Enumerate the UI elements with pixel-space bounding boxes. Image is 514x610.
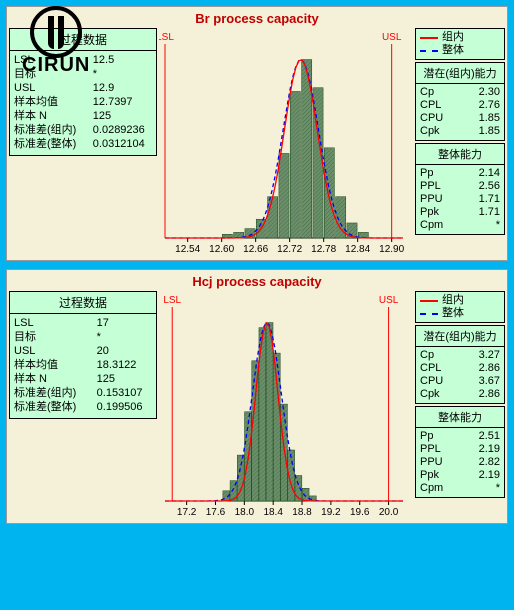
stat-row: CPL2.86 bbox=[416, 362, 504, 375]
svg-text:12.60: 12.60 bbox=[209, 244, 234, 255]
svg-text:LSL: LSL bbox=[163, 295, 181, 306]
stat-box-header: 整体能力 bbox=[416, 146, 504, 162]
stat-row: PPU1.71 bbox=[416, 193, 504, 206]
svg-text:12.54: 12.54 bbox=[175, 244, 200, 255]
process-data-row: 样本 N125 bbox=[10, 109, 156, 123]
legend-swatch bbox=[420, 37, 438, 39]
stat-box: 整体能力 Pp2.14PPL2.56PPU1.71Ppk1.71Cpm* bbox=[415, 143, 505, 235]
svg-text:12.72: 12.72 bbox=[277, 244, 302, 255]
stat-row: CPL2.76 bbox=[416, 99, 504, 112]
legend-item: 整体 bbox=[416, 307, 504, 320]
stat-row: Cp2.30 bbox=[416, 86, 504, 99]
process-data-row: 标准差(组内)0.153107 bbox=[10, 386, 156, 400]
legend-item: 组内 bbox=[416, 31, 504, 44]
svg-text:17.6: 17.6 bbox=[206, 507, 226, 518]
process-data-row: 目标* bbox=[10, 330, 156, 344]
chart-panel: Hcj process capacity过程数据 LSL17目标*USL20样本均… bbox=[6, 269, 508, 524]
process-data-row: 标准差(整体)0.0312104 bbox=[10, 137, 156, 151]
svg-text:12.66: 12.66 bbox=[243, 244, 268, 255]
process-data-row: LSL17 bbox=[10, 316, 156, 330]
legend-swatch bbox=[420, 300, 438, 302]
stat-row: CPU1.85 bbox=[416, 112, 504, 125]
stat-box: 潜在(组内)能力 Cp2.30CPL2.76CPU1.85Cpk1.85 bbox=[415, 62, 505, 141]
stat-box-header: 潜在(组内)能力 bbox=[416, 328, 504, 344]
process-data-box: 过程数据 LSL17目标*USL20样本均值18.3122样本 N125标准差(组… bbox=[9, 291, 157, 419]
svg-text:12.78: 12.78 bbox=[311, 244, 336, 255]
process-data-row: USL12.9 bbox=[10, 81, 156, 95]
stat-row: Pp2.51 bbox=[416, 430, 504, 443]
legend-swatch bbox=[420, 50, 438, 52]
svg-text:LSL: LSL bbox=[159, 32, 174, 43]
process-data-row: 样本 N125 bbox=[10, 372, 156, 386]
capability-plot: 17.2 17.6 18.0 18.4 18.8 19.2 19.6 20.0 LSL USL bbox=[159, 291, 409, 521]
legend-item: 组内 bbox=[416, 294, 504, 307]
stat-row: PPU2.82 bbox=[416, 456, 504, 469]
stat-row: Cpm* bbox=[416, 219, 504, 232]
svg-text:18.0: 18.0 bbox=[235, 507, 255, 518]
stat-row: PPL2.19 bbox=[416, 443, 504, 456]
legend-swatch bbox=[420, 313, 438, 315]
stat-row: PPL2.56 bbox=[416, 180, 504, 193]
stat-row: Cpm* bbox=[416, 482, 504, 495]
stat-box-header: 整体能力 bbox=[416, 409, 504, 425]
process-data-row: 标准差(整体)0.199506 bbox=[10, 400, 156, 414]
process-data-header: 过程数据 bbox=[10, 292, 156, 313]
svg-text:19.6: 19.6 bbox=[350, 507, 370, 518]
process-data-row: 标准差(组内)0.0289236 bbox=[10, 123, 156, 137]
stat-box: 整体能力 Pp2.51PPL2.19PPU2.82Ppk2.19Cpm* bbox=[415, 406, 505, 498]
process-data-row: 样本均值18.3122 bbox=[10, 358, 156, 372]
capability-plot: 12.54 12.60 12.66 12.72 12.78 12.84 12.90 LSL US… bbox=[159, 28, 409, 258]
chart-title: Hcj process capacity bbox=[9, 272, 505, 291]
svg-text:17.2: 17.2 bbox=[177, 507, 197, 518]
svg-text:20.0: 20.0 bbox=[379, 507, 399, 518]
svg-text:12.90: 12.90 bbox=[379, 244, 404, 255]
legend-box: 组内整体 bbox=[415, 28, 505, 60]
stat-row: Pp2.14 bbox=[416, 167, 504, 180]
svg-text:USL: USL bbox=[382, 32, 402, 43]
process-data-row: 样本均值12.7397 bbox=[10, 95, 156, 109]
watermark-logo: CIRUN bbox=[22, 6, 90, 77]
legend-box: 组内整体 bbox=[415, 291, 505, 323]
svg-text:18.8: 18.8 bbox=[292, 507, 312, 518]
stat-box: 潜在(组内)能力 Cp3.27CPL2.86CPU3.67Cpk2.86 bbox=[415, 325, 505, 404]
stat-row: Ppk2.19 bbox=[416, 469, 504, 482]
svg-text:12.84: 12.84 bbox=[345, 244, 370, 255]
stat-row: Cpk1.85 bbox=[416, 125, 504, 138]
stat-row: Cpk2.86 bbox=[416, 388, 504, 401]
stat-row: Cp3.27 bbox=[416, 349, 504, 362]
svg-text:18.4: 18.4 bbox=[263, 507, 283, 518]
stat-box-header: 潜在(组内)能力 bbox=[416, 65, 504, 81]
svg-text:USL: USL bbox=[379, 295, 399, 306]
svg-text:19.2: 19.2 bbox=[321, 507, 341, 518]
legend-item: 整体 bbox=[416, 44, 504, 57]
stat-row: Ppk1.71 bbox=[416, 206, 504, 219]
process-data-row: USL20 bbox=[10, 344, 156, 358]
stat-row: CPU3.67 bbox=[416, 375, 504, 388]
